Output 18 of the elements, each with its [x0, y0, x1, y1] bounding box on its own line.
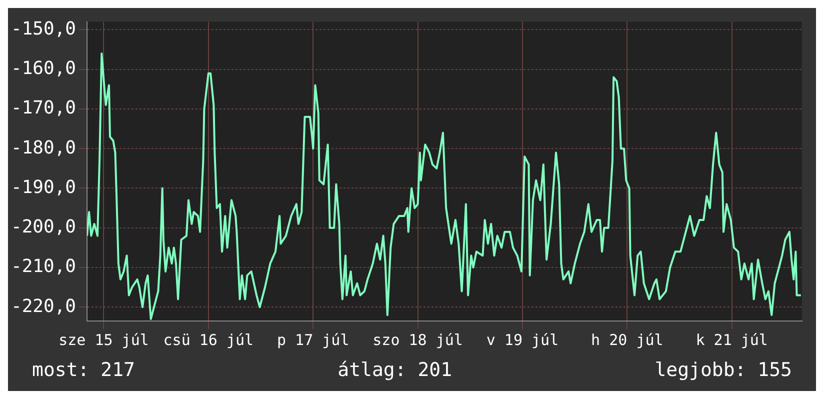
x-tick-label: p 17 júl: [276, 330, 350, 349]
y-tick-label: -220,0: [10, 296, 76, 317]
x-tick-label: h 20 júl: [591, 330, 664, 349]
y-tick-label: -160,0: [10, 58, 76, 80]
y-tick-label: -150,0: [10, 18, 76, 40]
x-tick-label: k 21 júl: [696, 330, 768, 349]
y-tick-label: -190,0: [10, 176, 76, 198]
x-tick-label: csü 16 júl: [163, 330, 254, 349]
y-tick-label: -200,0: [10, 216, 76, 238]
x-tick-label: szo 18 júl: [372, 330, 463, 349]
text: legjobb: 155: [654, 359, 792, 381]
text: átlag: 201: [338, 359, 452, 381]
y-tick-label: -170,0: [10, 98, 76, 119]
text: most: 217: [32, 359, 135, 381]
x-tick-label: v 19 júl: [486, 330, 559, 349]
x-tick-label: sze 15 júl: [58, 330, 149, 349]
y-tick-label: -210,0: [10, 256, 76, 278]
y-tick-label: -180,0: [10, 137, 76, 158]
